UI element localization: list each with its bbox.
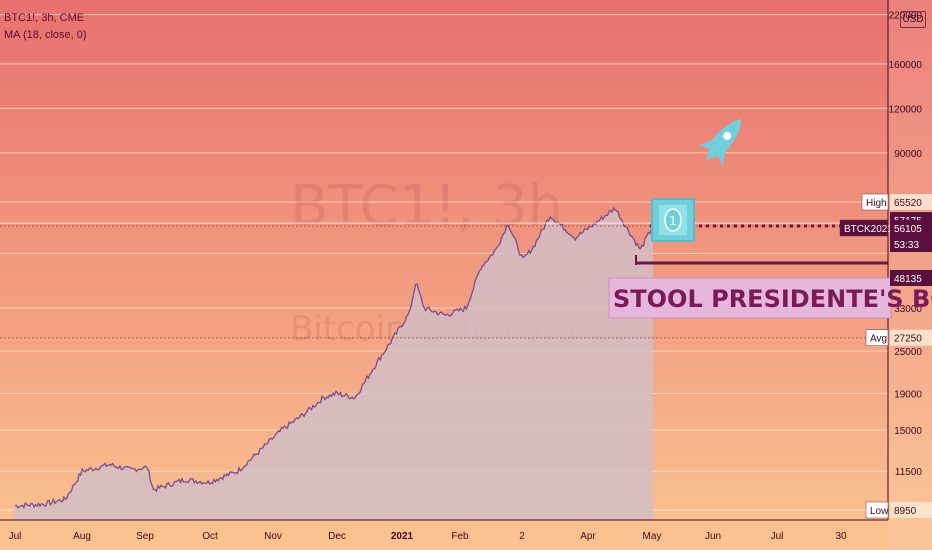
rocket-icon: [698, 119, 742, 167]
time-tick-label: 2021: [391, 531, 414, 542]
price-tick-label: 90000: [894, 149, 922, 160]
time-tick-label: Aug: [73, 531, 91, 542]
time-tick-label: Sep: [136, 531, 154, 542]
annotations: 1 STOOL PRESIDENTE'S BOTTOM: [608, 119, 932, 319]
low-value-bg: [890, 502, 932, 518]
bar-countdown-label: 53:33: [894, 240, 919, 251]
current-price-label-bg: [890, 220, 932, 237]
time-tick-label: Feb: [451, 531, 469, 542]
time-tick-label: Dec: [328, 531, 346, 542]
currency-button[interactable]: USD: [900, 11, 926, 28]
price-tick-label: 120000: [889, 104, 923, 115]
price-area-fill: [15, 208, 653, 520]
avg-tag: Avg: [870, 334, 887, 345]
high-tag: High: [866, 198, 887, 209]
svg-text:1: 1: [669, 214, 677, 228]
time-tick-label: Apr: [580, 531, 596, 542]
price-tick-label: 160000: [889, 60, 923, 71]
avg-value-bg: [890, 329, 932, 346]
bottom-callout[interactable]: STOOL PRESIDENTE'S BOTTOM: [608, 277, 932, 319]
level-48135-label: 48135: [894, 274, 922, 285]
callout-text: STOOL PRESIDENTE'S BOTTOM: [613, 285, 932, 313]
price-tick-label: 11500: [895, 467, 923, 478]
time-tick-label: Nov: [264, 531, 282, 542]
current-price-label: 56105: [894, 224, 922, 235]
low-tag: Low: [870, 506, 889, 517]
avg-tag-bg: [865, 329, 889, 346]
time-tick-label: Jul: [9, 531, 22, 542]
avg-value: 27250: [894, 334, 922, 345]
time-tick-label: Jul: [771, 531, 784, 542]
current-symbol-tag-bg: [839, 219, 889, 237]
price-labels: High6552057175BTCK20215610553:3348135Avg…: [839, 193, 932, 519]
price-tick-label: 25000: [894, 347, 922, 358]
price-tick-label: 220000: [889, 11, 923, 22]
high-value-bg: [890, 194, 932, 210]
low-value: 8950: [894, 506, 917, 517]
price-tick-label: 33000: [894, 304, 922, 315]
time-tick-label: 30: [835, 531, 847, 542]
high-value: 65520: [894, 198, 922, 209]
watermark-symbol: BTC1!, 3h: [290, 174, 563, 239]
level-48135-label-bg: [890, 270, 932, 286]
current-symbol-tag: BTCK2021: [844, 224, 893, 235]
price-tick-label: 19000: [894, 390, 922, 401]
price-tick-label: 15000: [894, 426, 922, 437]
symbol-legend[interactable]: BTC1!, 3h, CME: [4, 12, 85, 24]
low-tag-bg: [865, 501, 889, 519]
dollar-bill-icon: 1: [651, 198, 695, 242]
high-tag-bg: [861, 193, 889, 211]
indicator-legend[interactable]: MA (18, close, 0): [4, 29, 87, 41]
time-tick-label: May: [643, 531, 662, 542]
bar-countdown-label-bg: [890, 236, 932, 253]
time-tick-label: Jun: [705, 531, 721, 542]
time-tick-label: Oct: [202, 531, 218, 542]
time-tick-label: 2: [519, 531, 525, 542]
